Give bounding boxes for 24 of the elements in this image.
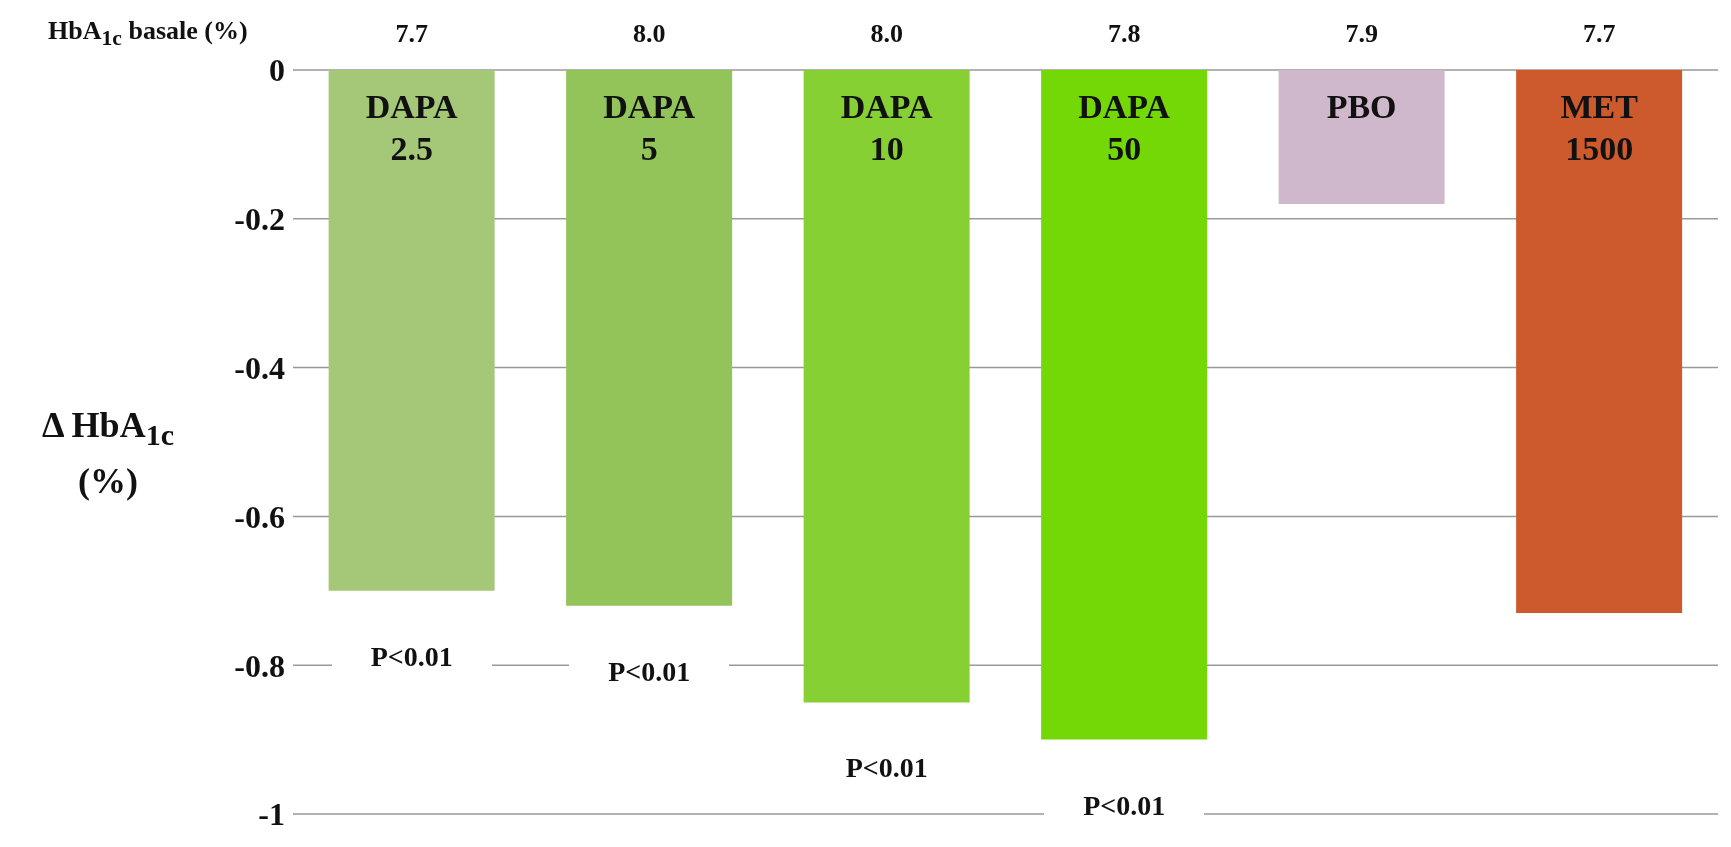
text: 7.9 — [1344, 18, 1379, 50]
text: 8.0 — [869, 18, 904, 50]
y-axis-title: Δ HbA$_{1c}$ (%) — [41, 404, 175, 504]
text: 7.7 — [394, 18, 429, 50]
annotation: P<0.01 — [806, 750, 967, 787]
y-tick-label: -0.8 — [234, 647, 285, 684]
y-tick-label: -0.6 — [234, 498, 285, 535]
y-tick-label: -0.2 — [234, 201, 285, 238]
annotation: P<0.01 — [331, 638, 492, 675]
y-tick-label: -0.4 — [234, 349, 285, 386]
x-tick-label: PBO — [1326, 88, 1397, 125]
annotation: P<0.01 — [1044, 787, 1205, 824]
x-tick-label: DAPA 5 — [603, 88, 696, 167]
text: HbA$_{1c}$ basale (%) — [48, 16, 248, 52]
y-tick-label: 0 — [269, 52, 285, 89]
text: 7.8 — [1107, 18, 1142, 50]
annotation: P<0.01 — [569, 653, 730, 690]
y-tick-label: -1 — [258, 796, 285, 833]
x-tick-label: DAPA 2.5 — [365, 88, 459, 167]
x-tick-label: DAPA 50 — [1078, 88, 1171, 167]
x-tick-label: MET 1500 — [1560, 88, 1639, 167]
text: 8.0 — [632, 18, 667, 50]
text: 7.7 — [1582, 18, 1617, 50]
x-tick-label: DAPA 10 — [840, 88, 934, 167]
